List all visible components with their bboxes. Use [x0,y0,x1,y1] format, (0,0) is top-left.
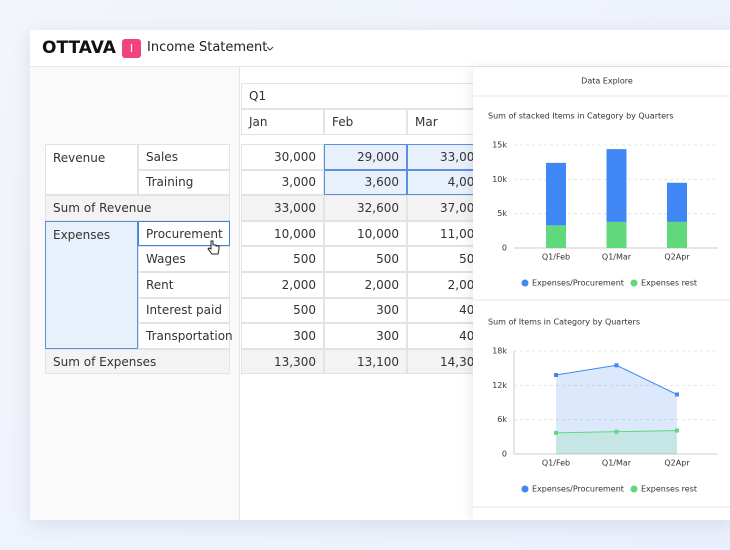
point [554,430,558,435]
x-tick-label: Q2Apr [664,253,690,262]
area [556,430,677,454]
legend-swatch [521,485,529,493]
value-cell[interactable]: 300 [241,323,324,349]
y-tick-label: 0 [502,450,507,459]
value-cell[interactable]: 10,000 [241,220,324,247]
legend-label: Expenses rest [641,279,697,288]
item-label[interactable]: Procurement [138,220,230,247]
x-tick-label: Q1/Feb [542,253,570,262]
app-window: OTTAVA I Income Statement Q1 Jan Feb Mar Rev… [30,30,730,520]
legend-swatch [630,279,638,287]
legend-swatch [630,485,638,493]
quarter-header: Q1 [241,83,510,109]
value-cell[interactable]: 33,000 [241,195,324,221]
legend-swatch [521,279,529,287]
panel-title: Data Explore [581,77,633,86]
cursor [207,240,220,255]
value-cell[interactable]: 13,300 [241,348,324,375]
value-cell[interactable]: 29,000 [324,144,407,170]
point [675,428,679,433]
x-tick-label: Q1/Feb [542,459,570,468]
doc-title[interactable]: Income Statement [147,40,268,55]
item-label[interactable]: Wages [138,246,230,272]
group-label: Expenses [45,220,138,349]
y-tick-label: 5k [497,209,507,218]
value-cell[interactable]: 32,600 [324,195,407,221]
y-tick-label: 12k [492,381,507,390]
month-header: Jan [241,109,324,135]
value-cell[interactable]: 300 [324,297,407,324]
value-cell[interactable]: 13,100 [324,348,407,375]
bar-segment [606,149,627,222]
total-label: Sum of Revenue [45,195,230,221]
bar-segment [667,182,687,222]
value-cell[interactable]: 300 [324,323,407,349]
brand: OTTAVA [42,38,116,58]
bar-segment [546,225,566,248]
y-tick-label: 15k [492,141,507,150]
y-tick-label: 0 [502,244,507,253]
bar-segment [606,221,627,248]
group-label: Revenue [45,144,138,196]
value-cell[interactable]: 3,600 [324,169,407,196]
y-tick-label: 18k [492,347,507,356]
table: Q1 Jan Feb Mar Revenue Sales 30,000 29,000 33,00… [30,30,730,520]
value-cell[interactable]: 14,300 [407,348,490,375]
value-cell[interactable]: 10,000 [324,220,407,247]
header: OTTAVA I Income Statement [30,30,730,67]
value-cell[interactable]: 2,000 [241,272,324,298]
month-header: Feb [324,109,407,135]
value-cell[interactable]: 2,000 [324,272,407,298]
data-explore-panel: Data Explore Sum of stacked Items in Cat… [473,67,730,520]
item-label[interactable]: Transportation [138,323,233,349]
point [614,363,619,368]
chart-title: Sum of stacked Items in Category by Quar… [488,112,674,121]
legend-label: Expenses/Procurement [532,485,624,494]
value-cell[interactable]: 500 [241,246,324,272]
total-label: Sum of Expenses [45,348,230,375]
item-label[interactable]: Interest paid [138,297,230,324]
x-tick-label: Q1/Mar [602,459,632,468]
item-label[interactable]: Rent [138,272,230,298]
value-cell[interactable]: 3,000 [241,169,324,196]
chevron[interactable] [266,45,274,53]
point [554,373,558,378]
legend-label: Expenses rest [641,485,697,494]
point [675,392,679,397]
value-cell[interactable]: 500 [324,246,407,272]
bar-segment [546,162,566,226]
y-tick-label: 10k [492,175,507,184]
point [614,429,619,434]
doc-icon: I [122,39,141,58]
y-tick-label: 6k [497,415,507,424]
item-label[interactable]: Sales [138,144,230,170]
bar-segment [667,221,687,248]
legend-label: Expenses/Procurement [532,279,624,288]
x-tick-label: Q2Apr [664,459,690,468]
chart-title: Sum of Items in Category by Quarters [488,318,640,327]
x-tick-label: Q1/Mar [602,253,632,262]
value-cell[interactable]: 500 [241,297,324,324]
value-cell[interactable]: 30,000 [241,144,324,170]
panel-charts: Data Explore Sum of stacked Items in Cat… [473,77,730,508]
item-label[interactable]: Training [138,169,230,196]
